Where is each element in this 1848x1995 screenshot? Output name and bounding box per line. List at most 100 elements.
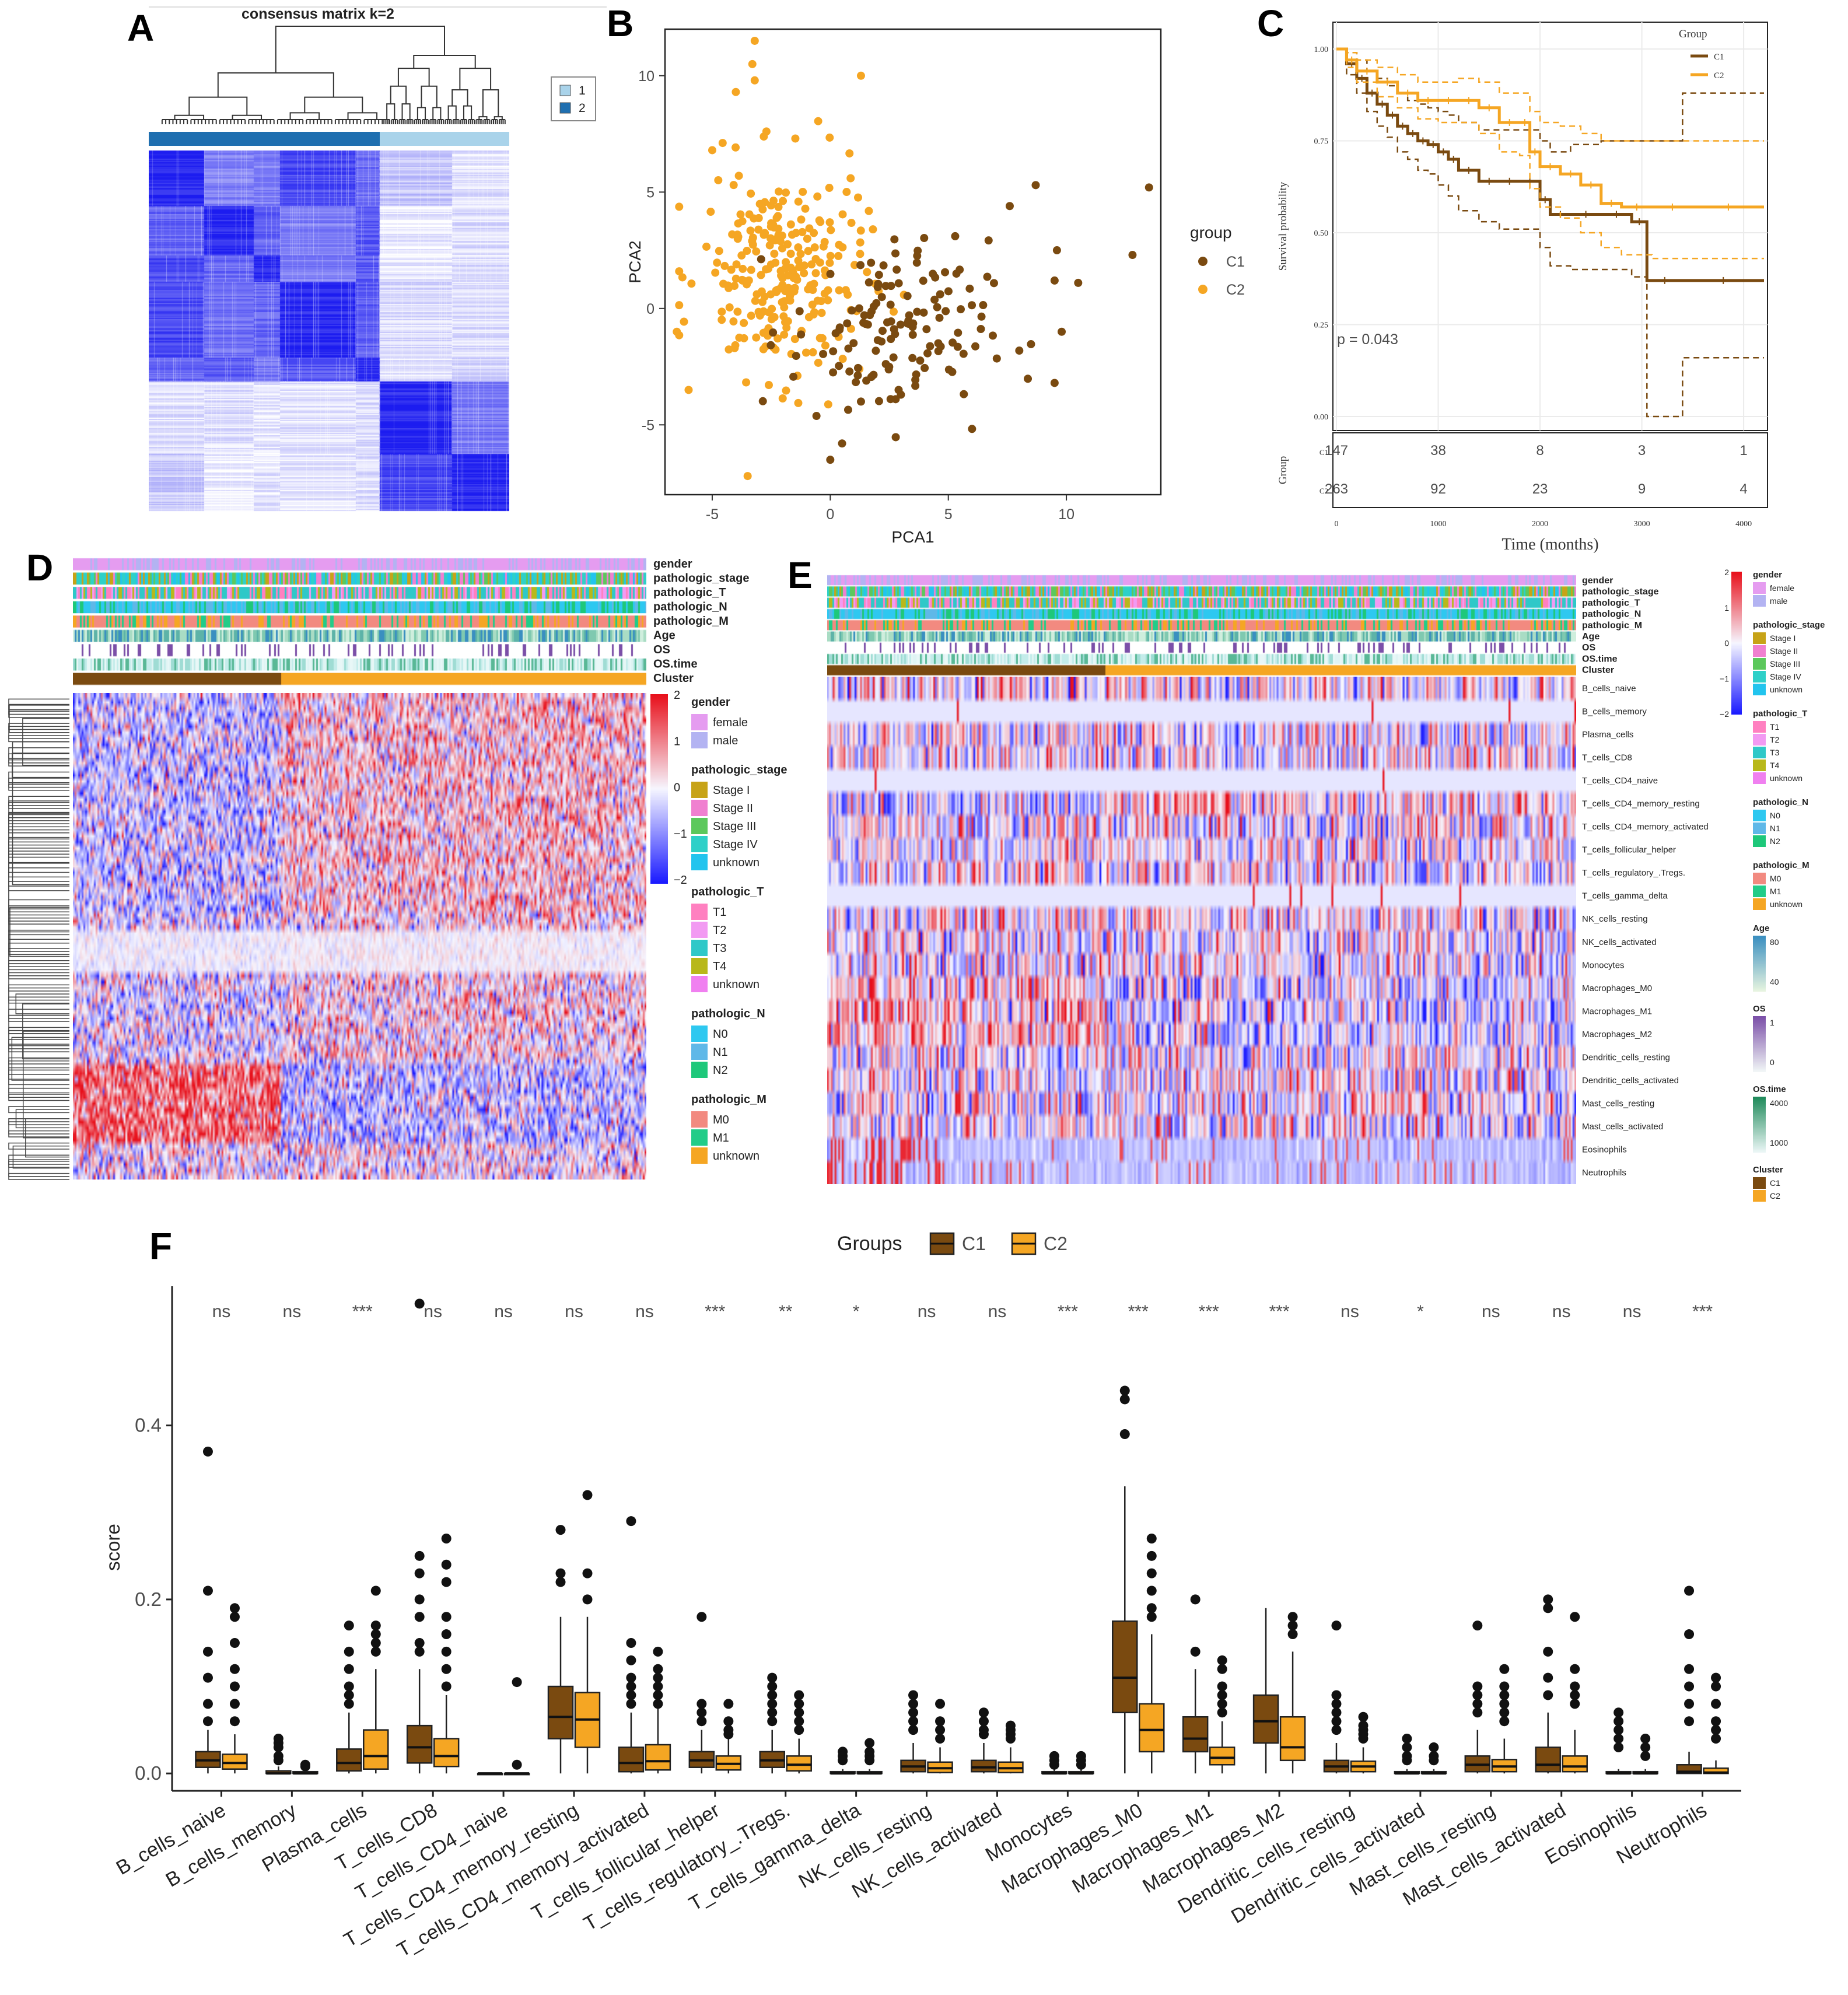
- outlier-point: [441, 1612, 452, 1622]
- box-body: [1252, 1694, 1279, 1744]
- point-c1: [894, 386, 903, 394]
- point-c2: [782, 258, 790, 267]
- outlier-point: [1684, 1716, 1695, 1727]
- box-body: [1279, 1716, 1306, 1762]
- legend-label: T4: [713, 960, 726, 973]
- outlier-point: [935, 1734, 946, 1744]
- outlier-point: [344, 1681, 354, 1692]
- risk-row-name: C2: [1320, 487, 1328, 495]
- point-c1: [896, 320, 905, 329]
- legend-label-c1: C1: [1226, 254, 1245, 270]
- row-label: Mast_cells_activated: [1582, 1122, 1663, 1132]
- scatter-points: [673, 36, 1153, 481]
- legend-title: Groups: [837, 1233, 902, 1255]
- point-c2: [826, 251, 835, 260]
- outlier-point: [1499, 1716, 1510, 1727]
- box-c2: [1562, 1612, 1588, 1774]
- outlier-point: [1331, 1699, 1342, 1709]
- outlier-point: [1472, 1620, 1483, 1631]
- outlier-point: [1570, 1699, 1580, 1709]
- outlier-point: [229, 1699, 240, 1709]
- outlier-point: [723, 1729, 734, 1740]
- legend-key: [691, 714, 708, 730]
- box-c1: [1605, 1707, 1632, 1775]
- point-c2: [770, 250, 779, 258]
- significance-label: ns: [988, 1302, 1007, 1321]
- box-c1: [1464, 1620, 1491, 1774]
- point-c2: [761, 229, 769, 237]
- outlier-point: [344, 1699, 354, 1709]
- box-c1: [971, 1707, 997, 1774]
- outlier-point: [1146, 1603, 1157, 1614]
- point-c1: [1050, 379, 1059, 387]
- point-c1: [977, 312, 986, 321]
- annotation-label: Cluster: [1582, 666, 1614, 676]
- outlier-point: [723, 1699, 734, 1709]
- box-c1: [1676, 1586, 1702, 1774]
- row-label: Dendritic_cells_resting: [1582, 1053, 1670, 1063]
- point-c2: [759, 328, 768, 337]
- dendrogram-branch: [459, 68, 492, 90]
- point-c2: [702, 242, 711, 251]
- outlier-point: [1217, 1699, 1227, 1709]
- outlier-point: [582, 1490, 593, 1500]
- annotation-label: Age: [1582, 632, 1600, 642]
- outlier-point: [202, 1586, 213, 1596]
- point-c2: [743, 472, 752, 481]
- point-c2: [847, 219, 856, 228]
- legend-tick: 80: [1770, 937, 1779, 947]
- outlier-point: [626, 1681, 636, 1692]
- panel-letter-e: E: [788, 554, 813, 596]
- legend-key: [1753, 760, 1766, 771]
- point-c2: [824, 400, 832, 409]
- legend-label-c2: C2: [1714, 71, 1724, 80]
- dendrogram-branch: [482, 89, 499, 117]
- box-c1: [1252, 1608, 1279, 1774]
- point-c2: [748, 60, 757, 68]
- outlier-point: [1146, 1550, 1157, 1561]
- outlier-point: [1217, 1664, 1227, 1674]
- outlier-point: [441, 1577, 452, 1587]
- outlier-point: [370, 1586, 381, 1596]
- risk-count: 9: [1638, 481, 1646, 497]
- point-c1: [1027, 340, 1035, 348]
- point-c2: [743, 247, 751, 256]
- outlier-point: [1614, 1716, 1624, 1727]
- annotation-label: gender: [653, 558, 692, 570]
- point-c2: [795, 262, 804, 271]
- point-c2: [675, 301, 684, 310]
- outlier-point: [1287, 1612, 1298, 1622]
- significance-label: ***: [1058, 1302, 1078, 1321]
- immune-heatmap-image: [827, 677, 1576, 1184]
- box-c2: [1139, 1534, 1165, 1774]
- outlier-point: [626, 1655, 636, 1665]
- outlier-point: [229, 1681, 240, 1692]
- panel-letter-c: C: [1257, 2, 1284, 44]
- point-c1: [874, 271, 883, 279]
- significance-label: ns: [212, 1302, 231, 1321]
- survival-line: [1336, 47, 1764, 282]
- outlier-point: [1499, 1690, 1510, 1700]
- panel-letter-b: B: [607, 2, 634, 44]
- outlier-point: [414, 1637, 425, 1648]
- point-c2: [864, 206, 873, 215]
- legend-key: [691, 1147, 708, 1164]
- outlier-point: [300, 1761, 310, 1772]
- y-tick-label: 0.2: [135, 1588, 162, 1610]
- panel-b-pca-scatter: -5 0 5 10 -5 0 5 10 PCA1 PCA2 group C1 C2: [626, 28, 1245, 546]
- row-dendrogram: [8, 698, 69, 1180]
- box-c1: [618, 1516, 645, 1774]
- outlier-point: [1543, 1672, 1553, 1683]
- point-c2: [750, 36, 759, 45]
- point-c1: [1005, 202, 1014, 211]
- outlier-point: [1614, 1725, 1624, 1735]
- legend-label: Stage I: [713, 784, 750, 797]
- point-c2: [780, 303, 789, 312]
- point-c2: [786, 249, 795, 258]
- point-c1: [758, 397, 767, 405]
- point-c2: [766, 234, 775, 243]
- outlier-point: [202, 1716, 213, 1727]
- legend-label-2: 2: [579, 102, 586, 115]
- box-c1: [1041, 1751, 1068, 1775]
